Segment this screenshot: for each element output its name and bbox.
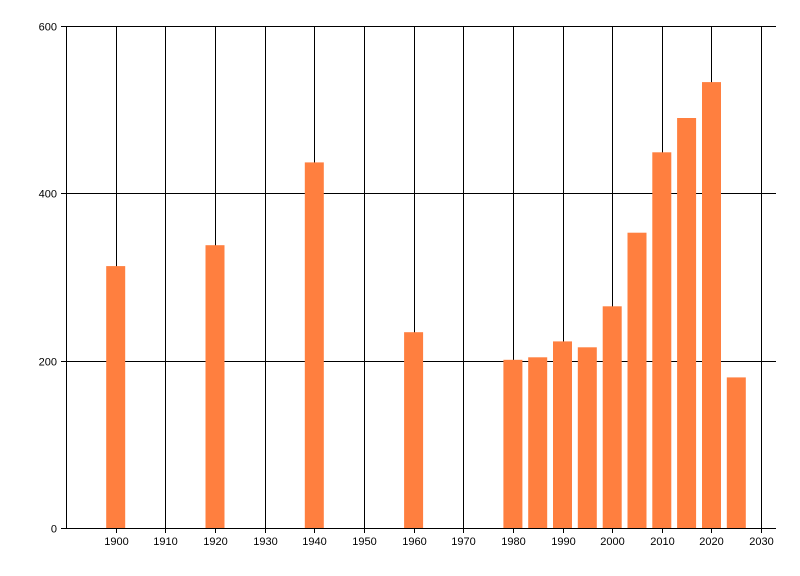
bar-2025 [726,377,746,528]
y-tick-label-600: 600 [39,22,57,34]
bar-1960 [404,332,424,528]
x-tick-label-2030: 2030 [749,536,773,548]
x-tick-label-1970: 1970 [451,536,475,548]
x-tick-label-1940: 1940 [302,536,326,548]
bar-1985 [528,357,548,528]
y-tick-label-200: 200 [39,357,57,369]
bar-1995 [577,347,597,528]
bar-2010 [652,152,672,529]
x-tick-label-2020: 2020 [699,536,723,548]
x-tick-label-1900: 1900 [104,536,128,548]
bar-1940 [304,162,324,528]
x-tick-label-1960: 1960 [402,536,426,548]
x-tick-label-2000: 2000 [600,536,624,548]
x-tick-label-1920: 1920 [203,536,227,548]
bar-1900 [106,266,126,528]
bar-1980 [503,359,523,528]
x-tick-label-1930: 1930 [253,536,277,548]
bar-1920 [205,245,225,528]
x-tick-label-1980: 1980 [501,536,525,548]
bar-2020 [702,82,721,528]
y-tick-label-400: 400 [39,189,57,201]
x-tick-label-2010: 2010 [650,536,674,548]
x-tick-label-1910: 1910 [153,536,177,548]
x-axis-ticks: 1900 1910 1920 1930 1940 1950 1960 1970 1980 1990… [104,528,774,548]
axes [66,26,776,529]
x-tick-label-1950: 1950 [352,536,376,548]
bar-2000 [602,306,622,528]
bar-2015 [677,118,697,528]
y-axis-ticks: 0 200 400 600 [39,22,66,536]
bar-1990 [553,341,572,528]
bar-2005 [627,232,647,528]
y-tick-label-0: 0 [51,524,57,536]
bars [106,82,746,529]
x-tick-label-1990: 1990 [551,536,575,548]
